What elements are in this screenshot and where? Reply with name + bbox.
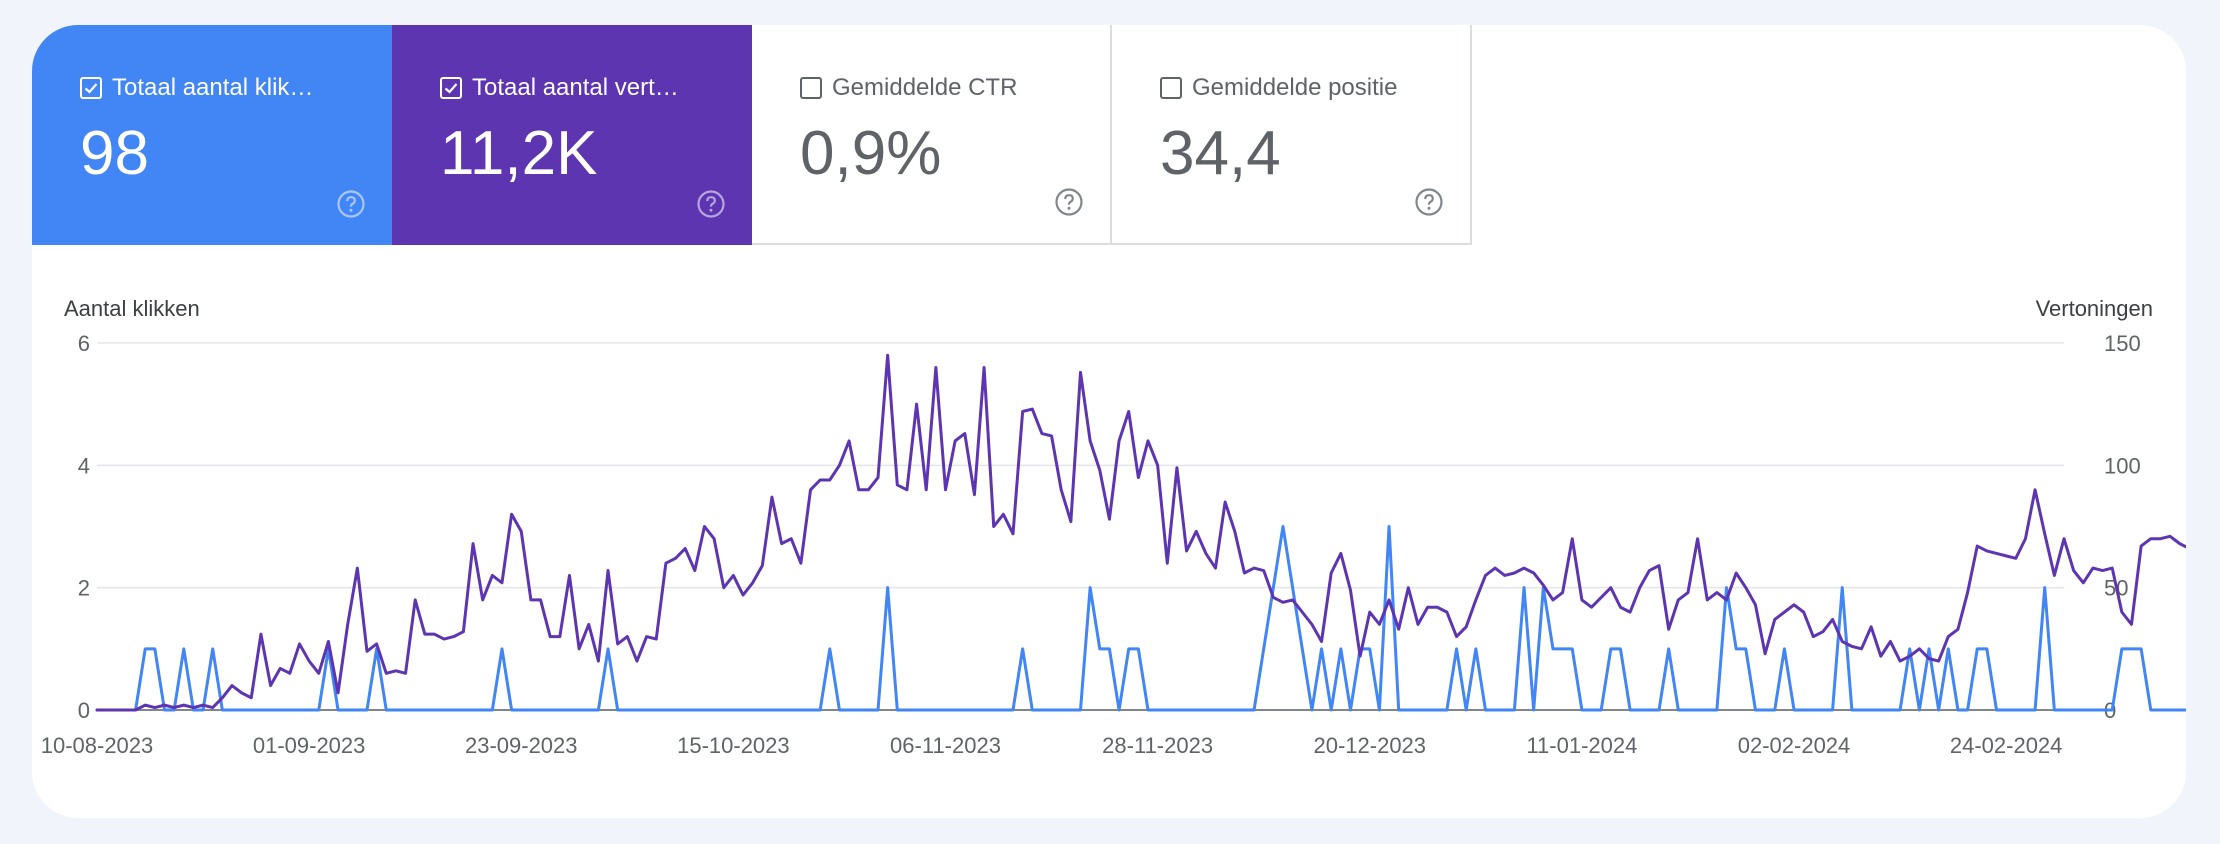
metric-cards: Totaal aantal klik… 98 Totaal aantal ver… <box>32 25 1472 245</box>
x-tick-label: 28-11-2023 <box>1102 733 1213 758</box>
metric-value-clicks: 98 <box>80 119 149 188</box>
y-left-tick-label: 2 <box>78 576 90 601</box>
x-tick-label: 02-02-2024 <box>1738 733 1851 758</box>
y-right-axis-title: Vertoningen <box>2036 296 2153 321</box>
metric-card-ctr[interactable]: Gemiddelde CTR 0,9% <box>752 25 1112 245</box>
y-left-tick-label: 0 <box>78 698 90 723</box>
metric-card-position[interactable]: Gemiddelde positie 34,4 <box>1112 25 1472 245</box>
metric-label-impressions: Totaal aantal vert… <box>472 74 679 101</box>
y-right-tick-label: 100 <box>2104 453 2141 478</box>
y-right-tick-label: 150 <box>2104 331 2141 356</box>
checkbox-icon[interactable] <box>440 77 462 99</box>
x-tick-label: 01-09-2023 <box>253 733 366 758</box>
x-tick-label: 06-11-2023 <box>890 733 1001 758</box>
impressions-line <box>95 353 2186 712</box>
checkbox-icon[interactable] <box>1160 77 1182 99</box>
y-left-tick-label: 4 <box>78 453 90 478</box>
metric-card-clicks[interactable]: Totaal aantal klik… 98 <box>32 25 392 245</box>
x-tick-label: 15-10-2023 <box>677 733 790 758</box>
x-tick-label: 24-02-2024 <box>1950 733 2063 758</box>
metric-value-position: 34,4 <box>1160 119 1281 188</box>
y-left-tick-label: 6 <box>78 331 90 356</box>
help-icon[interactable] <box>1054 187 1084 217</box>
x-tick-label: 11-01-2024 <box>1526 733 1637 758</box>
metric-label-position: Gemiddelde positie <box>1192 74 1398 101</box>
x-tick-label: 23-09-2023 <box>465 733 578 758</box>
chart-area: 0 2 4 6 0 50 100 150 Aantal klikken Vertoningen 10… <box>32 25 2186 818</box>
metric-value-ctr: 0,9% <box>800 119 942 188</box>
help-icon[interactable] <box>336 189 366 219</box>
metric-card-impressions[interactable]: Totaal aantal vert… 11,2K <box>392 25 752 245</box>
help-icon[interactable] <box>1414 187 1444 217</box>
help-icon[interactable] <box>696 189 726 219</box>
checkbox-icon[interactable] <box>800 77 822 99</box>
y-left-axis-title: Aantal klikken <box>64 296 200 321</box>
x-tick-label: 10-08-2023 <box>41 733 154 758</box>
checkbox-icon[interactable] <box>80 77 102 99</box>
metric-value-impressions: 11,2K <box>440 119 598 188</box>
metric-label-clicks: Totaal aantal klik… <box>112 74 314 101</box>
performance-panel: 0 2 4 6 0 50 100 150 Aantal klikken Vertoningen 10… <box>32 25 2186 818</box>
metric-label-ctr: Gemiddelde CTR <box>832 74 1018 101</box>
x-tick-label: 20-12-2023 <box>1313 733 1426 758</box>
